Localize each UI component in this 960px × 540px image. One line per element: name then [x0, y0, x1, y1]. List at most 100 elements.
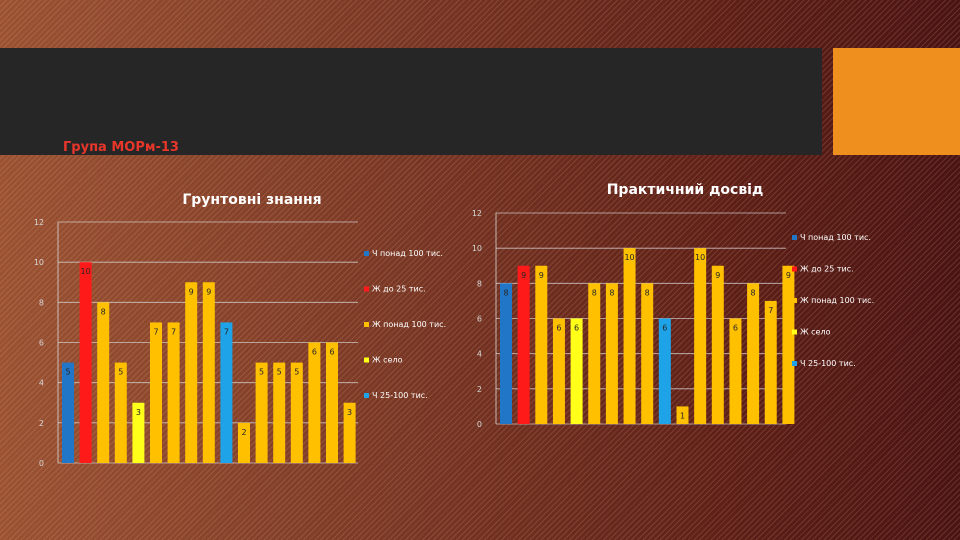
grunt-bar: [326, 342, 338, 463]
practice-bar-value-label: 6: [556, 324, 561, 333]
practice-legend-label: Ж понад 100 тис.: [800, 296, 874, 305]
grunt-y-tick-label: 2: [39, 419, 44, 428]
grunt-bar-value-label: 7: [171, 327, 176, 336]
practice-bar: [782, 265, 795, 424]
practice-bar: [605, 283, 618, 424]
practice-bar: [588, 283, 601, 424]
title-band: [0, 48, 822, 155]
grunt-bar: [167, 322, 180, 463]
practice-bar-value-label: 8: [609, 288, 614, 297]
grunt-bar: [97, 302, 110, 463]
grunt-y-tick-label: 12: [34, 218, 44, 227]
grunt-legend-label: Ч 25-100 тис.: [372, 391, 428, 400]
grunt-legend-swatch: [364, 393, 369, 398]
practice-bar-value-label: 6: [733, 324, 738, 333]
practice-legend-label: Ж село: [800, 328, 831, 337]
grunt-bar-value-label: 3: [347, 408, 352, 417]
grunt-bar-value-label: 10: [81, 267, 91, 276]
grunt-legend-label: Ж село: [372, 356, 403, 365]
practice-legend-label: Ч 25-100 тис.: [800, 359, 856, 368]
grunt-bar: [343, 402, 356, 463]
grunt-bar-value-label: 2: [241, 428, 246, 437]
practice-bar: [623, 248, 636, 424]
grunt-bar-value-label: 6: [312, 348, 317, 357]
practice-y-tick-label: 4: [477, 350, 482, 359]
practice-bar-value-label: 9: [715, 271, 720, 280]
grunt-legend-label: Ч понад 100 тис.: [372, 249, 443, 258]
practice-bar: [729, 318, 742, 424]
grunt-bar: [79, 262, 92, 463]
practice-legend-swatch: [792, 266, 797, 272]
practice-bar-value-label: 6: [662, 324, 667, 333]
practice-bar-value-label: 10: [695, 253, 705, 262]
practice-legend-swatch: [792, 329, 797, 335]
practice-y-tick-label: 12: [472, 209, 482, 218]
grunt-bar-value-label: 5: [118, 368, 123, 377]
grunt-bar: [114, 362, 127, 463]
practice-bar: [658, 318, 671, 424]
practice-legend-label: Ч понад 100 тис.: [800, 233, 871, 242]
practice-bar: [517, 265, 530, 424]
practice-legend-swatch: [792, 235, 797, 240]
practice-bar-value-label: 9: [539, 271, 544, 280]
practice-bar-value-label: 9: [521, 271, 526, 280]
practice-bar-value-label: 8: [645, 288, 650, 297]
practice-bar: [764, 300, 777, 424]
practice-legend-swatch: [792, 361, 797, 366]
accent-block: [833, 48, 960, 155]
grunt-y-tick-label: 8: [39, 298, 44, 307]
practice-bar: [676, 406, 689, 424]
practice-bar-value-label: 1: [680, 411, 685, 420]
grunt-legend-swatch: [364, 322, 369, 327]
practice-bar-value-label: 6: [574, 324, 579, 333]
grunt-y-tick-label: 0: [39, 459, 44, 468]
practice-bar: [694, 248, 707, 424]
grunt-bar: [255, 362, 268, 463]
practice-bar-value-label: 8: [503, 288, 508, 297]
grunt-bar: [202, 282, 215, 463]
grunt-y-tick-label: 4: [39, 379, 44, 388]
practice-legend-label: Ж до 25 тис.: [800, 265, 854, 274]
practice-bar: [500, 283, 512, 424]
grunt-bar-value-label: 5: [259, 368, 264, 377]
grunt-bar: [238, 422, 250, 463]
practice-bar: [641, 283, 654, 424]
grunt-bar: [308, 342, 321, 463]
grunt-legend-label: Ж понад 100 тис.: [372, 320, 446, 329]
grunt-bar: [150, 322, 162, 463]
practice-y-tick-label: 6: [477, 315, 482, 324]
grunt-bar: [290, 362, 303, 463]
grunt-bar-value-label: 9: [189, 287, 194, 296]
practice-y-tick-label: 2: [477, 385, 482, 394]
grunt-bar-value-label: 7: [224, 327, 229, 336]
grunt-legend-swatch: [364, 357, 369, 363]
grunt-chart-title: Грунтовні знання: [182, 192, 321, 208]
grunt-bar-value-label: 3: [136, 408, 141, 417]
grunt-bar: [132, 402, 145, 463]
practice-bar: [570, 318, 583, 424]
grunt-bar-value-label: 6: [329, 348, 334, 357]
grunt-y-tick-label: 6: [39, 339, 44, 348]
grunt-bar-value-label: 8: [101, 307, 106, 316]
grunt-legend-label: Ж до 25 тис.: [372, 285, 426, 294]
grunt-bar: [185, 282, 198, 463]
grunt-bar-value-label: 9: [206, 287, 211, 296]
practice-chart-title: Практичний досвід: [607, 182, 764, 198]
grunt-legend-swatch: [364, 251, 369, 256]
practice-y-tick-label: 10: [472, 244, 482, 253]
practice-bar: [535, 265, 548, 424]
practice-bar-value-label: 8: [751, 288, 756, 297]
grunt-bar-value-label: 7: [153, 327, 158, 336]
practice-bar-value-label: 9: [786, 271, 791, 280]
grunt-bar: [220, 322, 233, 463]
practice-bar: [747, 283, 760, 424]
practice-legend-swatch: [792, 298, 797, 303]
grunt-bar-value-label: 5: [65, 368, 70, 377]
grunt-bar: [62, 362, 74, 463]
practice-y-tick-label: 0: [477, 420, 482, 429]
group-title: Група МОРм-13: [63, 140, 179, 155]
practice-bar-value-label: 8: [592, 288, 597, 297]
grunt-bar-value-label: 5: [294, 368, 299, 377]
